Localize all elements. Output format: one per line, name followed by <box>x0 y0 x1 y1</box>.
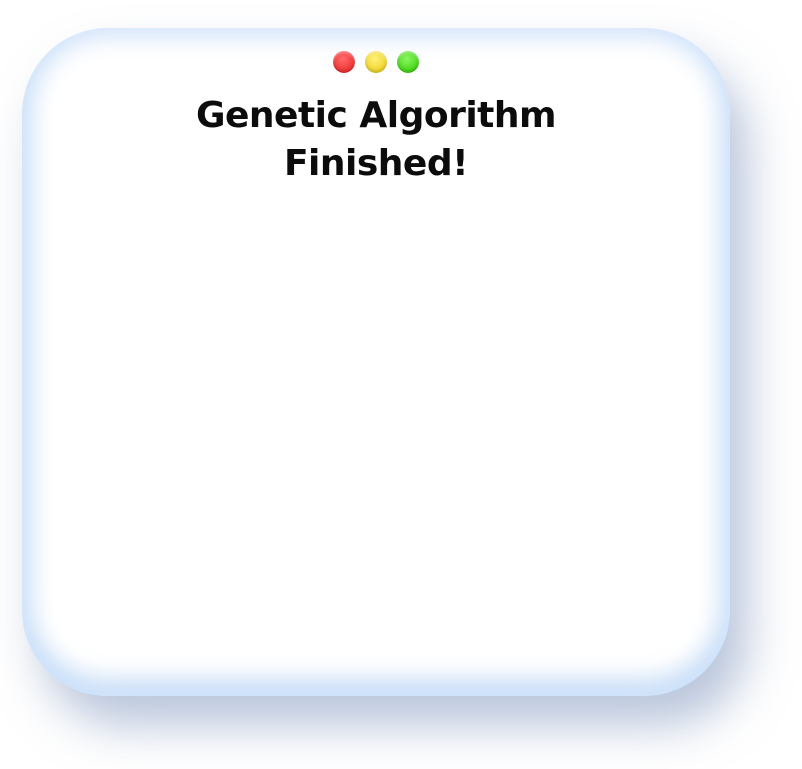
close-window-button[interactable] <box>333 51 355 73</box>
dialog-window: Genetic Algorithm Finished! <box>22 28 730 696</box>
minimize-window-button[interactable] <box>365 51 387 73</box>
dialog-title-line-2: Finished! <box>283 143 469 184</box>
dialog-title: Genetic Algorithm Finished! <box>22 92 730 188</box>
window-controls <box>333 51 419 73</box>
dialog-title-line-1: Genetic Algorithm <box>195 95 557 136</box>
maximize-window-button[interactable] <box>397 51 419 73</box>
